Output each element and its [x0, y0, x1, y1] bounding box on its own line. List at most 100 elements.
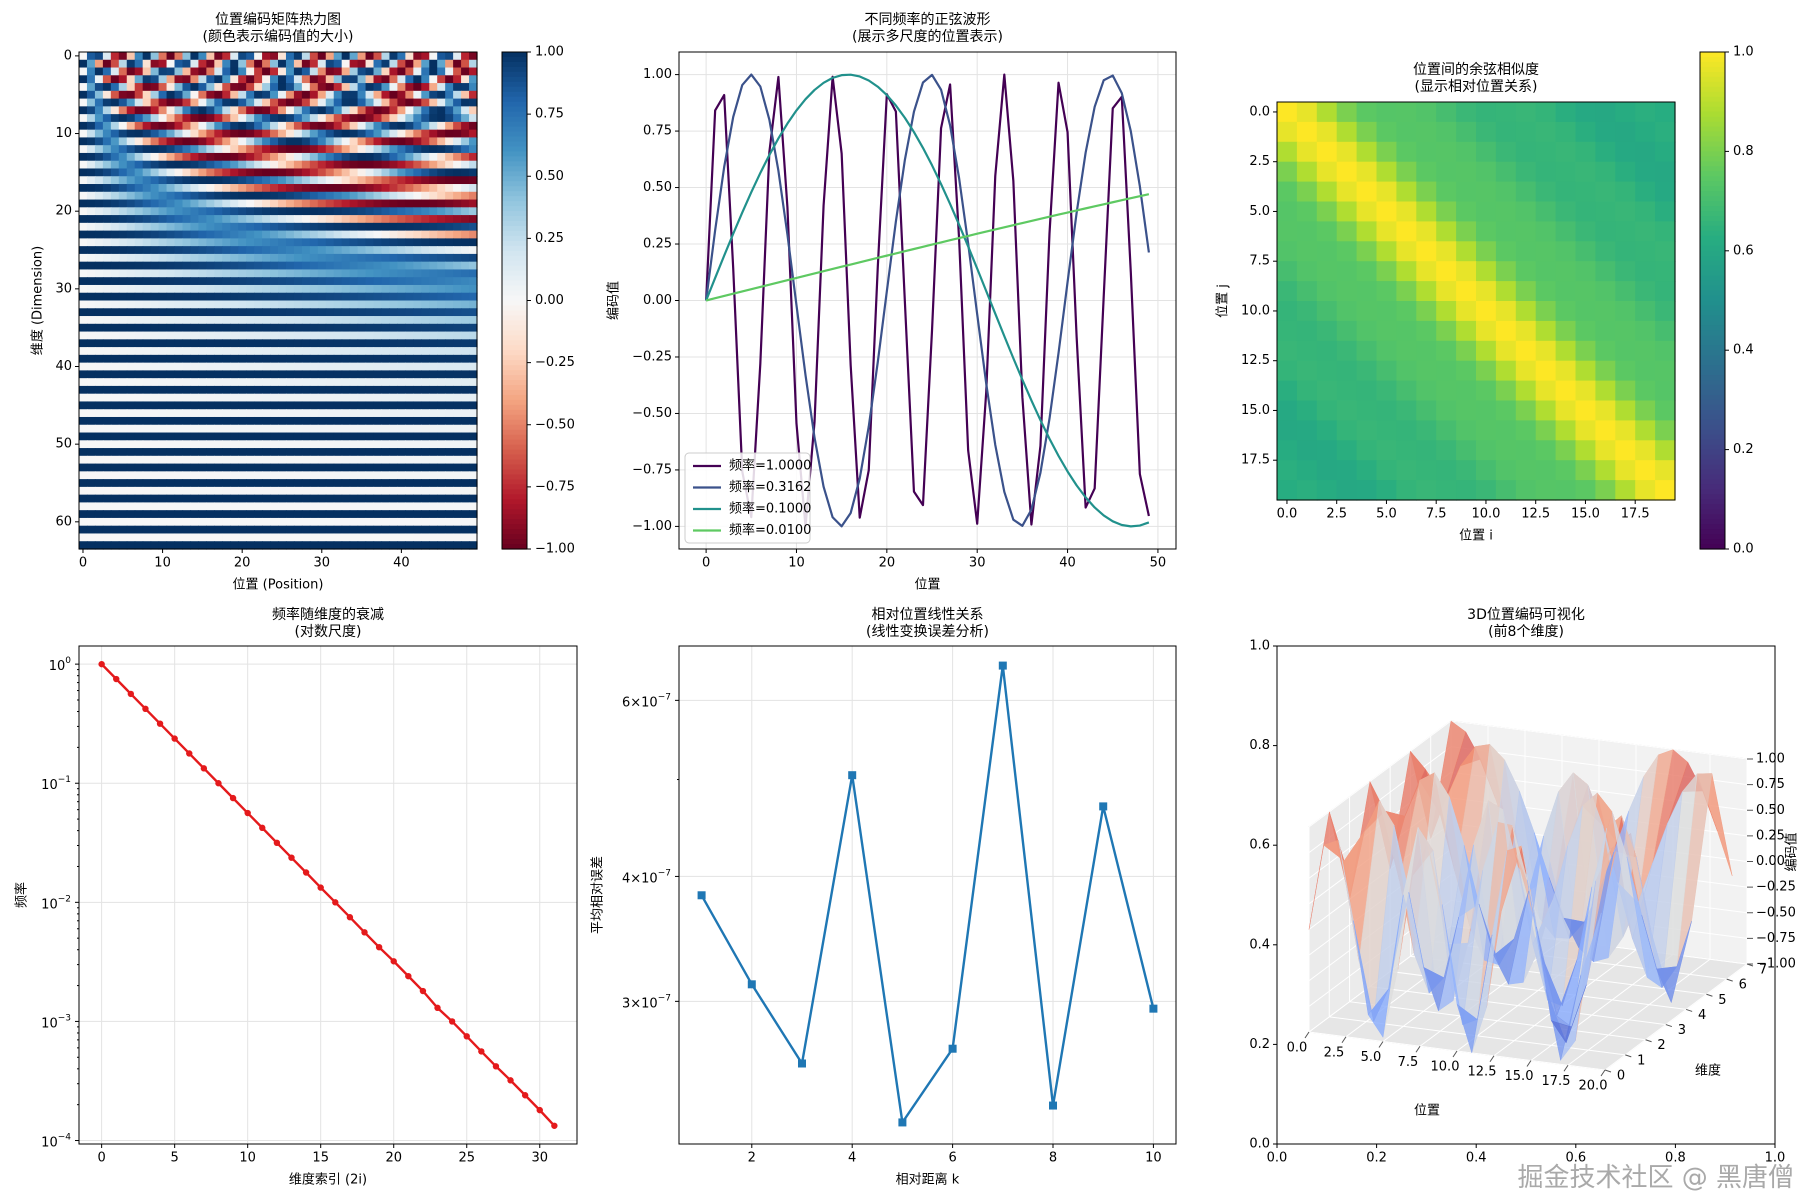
heatmap-cell: [198, 129, 207, 139]
heatmap-cell: [238, 533, 247, 542]
heatmap-cell: [278, 75, 287, 84]
heatmap-cell: [174, 370, 184, 379]
colorbar-segment: [1700, 524, 1725, 530]
heatmap-cell: [349, 362, 359, 371]
heatmap-cell: [126, 541, 136, 550]
heatmap-cell: [405, 525, 414, 535]
heatmap-cell: [126, 432, 136, 441]
heatmap-cell: [349, 168, 359, 177]
heatmap-cell: [94, 67, 104, 76]
heatmap-cell: [166, 246, 176, 255]
heatmap-cell: [134, 401, 144, 410]
heatmap-cell: [309, 510, 319, 519]
heatmap-cell: [365, 269, 375, 278]
heatmap-cell: [341, 347, 351, 356]
heatmap-cell: [102, 67, 112, 76]
heatmap-cell: [333, 59, 343, 69]
colorbar-segment: [502, 111, 527, 118]
heatmap-cell: [461, 106, 470, 115]
heatmap-cell: [79, 114, 88, 123]
heatmap-cell: [182, 52, 192, 61]
heatmap-cell: [453, 176, 462, 185]
heatmap-cell: [285, 494, 295, 504]
heatmap-cell: [309, 486, 319, 496]
heatmap-cell: [110, 176, 120, 185]
heatmap-cell: [437, 191, 446, 201]
heatmap-cell: [190, 448, 199, 457]
heatmap-cell: [270, 106, 279, 115]
heatmap-cell: [110, 246, 120, 255]
heatmap-cell: [461, 533, 470, 542]
heatmap-cell: [230, 517, 239, 527]
heatmap-cell: [134, 106, 144, 115]
heatmap-cell: [142, 401, 152, 410]
heatmap-cell: [118, 253, 128, 263]
heatmap-cell: [270, 331, 279, 340]
chart-subtitle: (显示相对位置关系): [1415, 79, 1538, 95]
heatmap-cell: [357, 90, 367, 100]
heatmap-cell: [317, 331, 327, 340]
heatmap-cell: [126, 463, 136, 472]
similarity-cell: [1456, 221, 1477, 242]
similarity-cell: [1476, 261, 1497, 282]
heatmap-cell: [142, 114, 152, 123]
heatmap-cell: [86, 323, 96, 333]
heatmap-cell: [110, 455, 120, 465]
similarity-cell: [1456, 181, 1477, 203]
similarity-cell: [1535, 400, 1557, 421]
heatmap-cell: [405, 238, 414, 247]
heatmap-cell: [278, 121, 287, 131]
similarity-cell: [1595, 460, 1616, 481]
heatmap-cell: [158, 261, 168, 271]
heatmap-cell: [102, 378, 112, 387]
heatmap-cell: [309, 331, 319, 340]
heatmap-cell: [285, 479, 295, 488]
similarity-cell: [1635, 400, 1656, 421]
heatmap-cell: [110, 98, 120, 107]
heatmap-cell: [278, 207, 287, 216]
heatmap-cell: [365, 90, 375, 100]
z3d-tick-label: −1.00: [1756, 957, 1796, 972]
similarity-cell: [1456, 420, 1477, 441]
heatmap-cell: [94, 246, 104, 255]
heatmap-cell: [333, 230, 343, 239]
heatmap-cell: [278, 246, 287, 255]
heatmap-cell: [246, 385, 255, 395]
heatmap-cell: [413, 207, 422, 216]
heatmap-cell: [230, 246, 239, 255]
similarity-cell: [1635, 320, 1656, 342]
similarity-cell: [1376, 261, 1397, 282]
similarity-cell: [1615, 340, 1636, 362]
heatmap-cell: [150, 59, 160, 69]
heatmap-cell: [333, 83, 343, 92]
heatmap-cell: [317, 230, 327, 239]
colorbar-segment: [502, 290, 527, 297]
heatmap-cell: [285, 455, 295, 465]
colorbar-segment: [502, 81, 527, 88]
colorbar-segment: [502, 429, 527, 436]
heatmap-cell: [389, 215, 398, 224]
heatmap-cell: [357, 300, 367, 309]
x-tick-label: 0.0: [1277, 507, 1298, 522]
heatmap-cell: [150, 230, 160, 239]
heatmap-cell: [341, 378, 351, 387]
heatmap-cell: [150, 354, 160, 364]
heatmap-cell: [222, 362, 231, 371]
x3d-tick: [1341, 1036, 1347, 1044]
similarity-cell: [1396, 420, 1417, 441]
heatmap-cell: [325, 145, 335, 154]
heatmap-cell: [397, 152, 406, 162]
heatmap-cell: [126, 416, 136, 426]
heatmap-cell: [166, 323, 176, 333]
chart-subtitle: (线性变换误差分析): [866, 623, 989, 640]
heatmap-cell: [469, 541, 478, 550]
y-tick-label: 6×10−7: [622, 692, 671, 710]
heatmap-cell: [445, 160, 454, 170]
heatmap-cell: [453, 471, 462, 480]
heatmap-cell: [373, 222, 383, 232]
heatmap-cell: [413, 176, 422, 185]
similarity-cell: [1416, 141, 1437, 163]
heatmap-cell: [198, 533, 207, 542]
heatmap-cell: [333, 222, 343, 232]
heatmap-cell: [126, 129, 136, 139]
